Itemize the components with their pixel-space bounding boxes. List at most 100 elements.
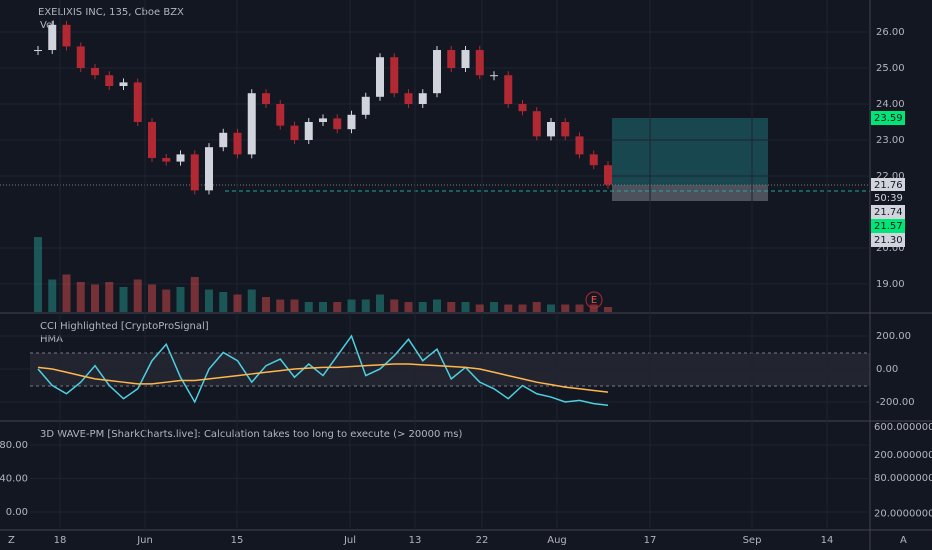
volume-bar	[561, 304, 570, 312]
candle	[461, 50, 470, 69]
price-tag	[871, 205, 905, 219]
candle	[91, 68, 99, 76]
volume-bar	[290, 299, 299, 312]
y-tick-label: 23.00	[876, 135, 905, 146]
candle	[418, 93, 427, 104]
y-tick-label: 80.00	[0, 440, 28, 451]
price-tag-label: 21.74	[874, 207, 903, 218]
candle	[376, 57, 384, 97]
corner-label: A	[900, 535, 907, 546]
volume-bar	[604, 307, 612, 312]
x-tick-label: Jun	[136, 535, 153, 546]
candle	[504, 75, 513, 104]
volume-bar	[490, 302, 498, 312]
volume-bar	[333, 302, 342, 312]
wave-message: 3D WAVE-PM [SharkCharts.live]: Calculati…	[40, 429, 462, 440]
volume-bar	[547, 304, 555, 312]
volume-bar	[105, 282, 114, 312]
volume-bar	[532, 302, 541, 312]
y-tick-label: 200.0000000	[874, 450, 932, 461]
volume-bar	[176, 287, 185, 312]
x-tick-label: 15	[231, 535, 244, 546]
volume-bar	[76, 282, 85, 312]
volume-bar	[361, 299, 370, 312]
candle	[190, 154, 199, 191]
volume-bar	[504, 304, 513, 312]
candle	[105, 75, 114, 87]
volume-bar	[133, 279, 142, 312]
candle	[276, 104, 285, 126]
long-position-stop[interactable]	[612, 185, 768, 201]
volume-bar	[233, 294, 242, 312]
volume-bar	[162, 289, 171, 312]
candle	[176, 154, 185, 162]
volume-bar	[575, 304, 584, 312]
volume-bar	[247, 289, 256, 312]
volume-bar	[447, 302, 456, 312]
candle	[233, 132, 242, 155]
candle	[62, 24, 71, 47]
candle	[205, 147, 213, 191]
price-tag-label: 50:39	[874, 193, 903, 204]
price-tag	[871, 191, 905, 205]
y-tick-label: 40.00	[0, 474, 28, 485]
cci-line	[37, 334, 609, 407]
volume-bar	[461, 302, 470, 312]
volume-bar	[433, 299, 441, 312]
x-tick-label: 18	[54, 535, 67, 546]
candle	[561, 121, 570, 137]
price-tag	[871, 219, 905, 233]
volume-bar	[62, 274, 71, 312]
candle	[518, 104, 527, 112]
corner-label: Z	[8, 535, 15, 546]
volume-bar	[475, 304, 484, 312]
candle	[490, 75, 498, 77]
price-tag	[871, 178, 905, 192]
volume-bar	[190, 277, 199, 312]
x-tick-label: 14	[821, 535, 834, 546]
volume-bar	[219, 292, 228, 312]
candle	[333, 118, 342, 130]
y-tick-label: 0.00	[876, 364, 898, 375]
candle	[133, 82, 142, 122]
candle	[76, 46, 85, 69]
y-tick-label: 20.00	[876, 243, 905, 254]
candle	[447, 50, 456, 69]
long-position-target[interactable]	[612, 118, 768, 185]
x-tick-label: 22	[476, 535, 489, 546]
volume-bar	[390, 299, 399, 312]
candle	[433, 50, 441, 94]
price-tag-label: 21.30	[874, 235, 903, 246]
candle	[390, 57, 399, 94]
candle	[347, 114, 356, 130]
volume-bar	[205, 289, 213, 312]
candle	[290, 125, 299, 140]
candle	[219, 132, 228, 148]
candle	[162, 157, 171, 162]
y-tick-label: 80.0000000	[874, 473, 932, 484]
volume-bar	[48, 279, 57, 312]
y-tick-label: 0.00	[6, 507, 28, 518]
volume-bar	[418, 302, 427, 312]
price-tag	[871, 233, 905, 247]
x-tick-label: 13	[409, 535, 422, 546]
candle	[532, 111, 541, 137]
chart-title: EXELIXIS INC, 135, Cboe BZX	[38, 7, 184, 18]
candle	[475, 50, 484, 76]
candle	[48, 24, 57, 51]
candle	[34, 50, 42, 52]
candle	[361, 96, 370, 115]
y-tick-label: 20.0000000	[874, 508, 932, 519]
volume-bar	[262, 297, 270, 312]
volume-bar	[404, 302, 413, 312]
candle	[604, 165, 612, 185]
candle	[547, 121, 555, 137]
x-tick-label: Jul	[343, 535, 356, 546]
price-tag-label: 21.76	[874, 180, 903, 191]
x-tick-label: 17	[644, 535, 657, 546]
volume-bar	[148, 284, 156, 312]
volume-bar	[319, 302, 327, 312]
y-tick-label: 22.00	[876, 171, 905, 182]
